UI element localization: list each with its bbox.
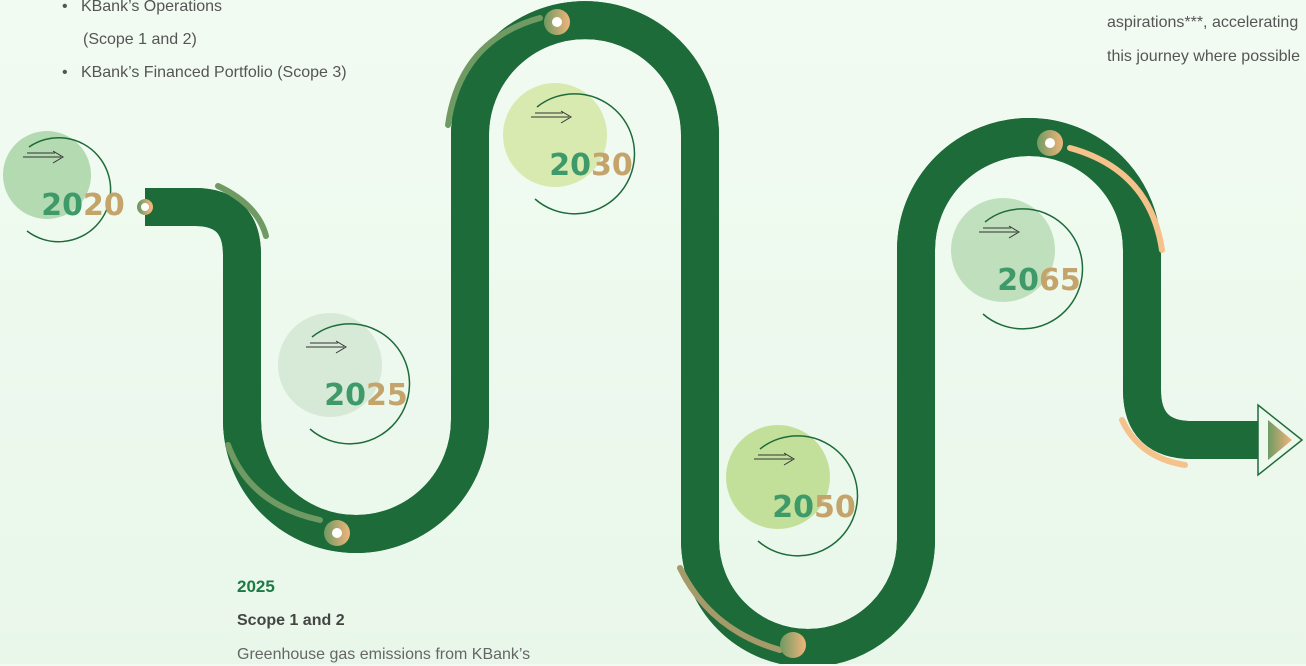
year-label: 2020: [41, 188, 125, 223]
note-line: aspirations***, accelerating: [1107, 6, 1300, 40]
detail-heading: Scope 1 and 2: [237, 610, 530, 632]
bullet: • KBank’s Operations: [62, 0, 347, 18]
note: aspirations***, accelerating this journe…: [1107, 6, 1300, 74]
year-label: 2025: [324, 378, 408, 413]
page: 2020 2025 2030 2050 2065 • KBank’s Operation…: [0, 0, 1306, 664]
roadmap: 2020 2025 2030 2050 2065: [0, 0, 1306, 664]
year-label: 2030: [549, 148, 633, 183]
bullet: • KBank’s Financed Portfolio (Scope 3): [62, 62, 347, 84]
detail: 2025 Scope 1 and 2 Greenhouse gas emissi…: [237, 576, 530, 666]
detail-text: Greenhouse gas emissions from KBank’s: [237, 644, 530, 666]
year-label: 2050: [772, 490, 856, 525]
note-line: this journey where possible: [1107, 40, 1300, 74]
bullet-text: (Scope 1 and 2): [62, 29, 347, 51]
bullet-text: KBank’s Operations: [81, 0, 222, 15]
bullet-list: • KBank’s Operations (Scope 1 and 2) • K…: [62, 0, 347, 84]
year-label: 2065: [997, 263, 1081, 298]
detail-year: 2025: [237, 576, 530, 598]
bullet-text: KBank’s Financed Portfolio (Scope 3): [81, 64, 347, 81]
